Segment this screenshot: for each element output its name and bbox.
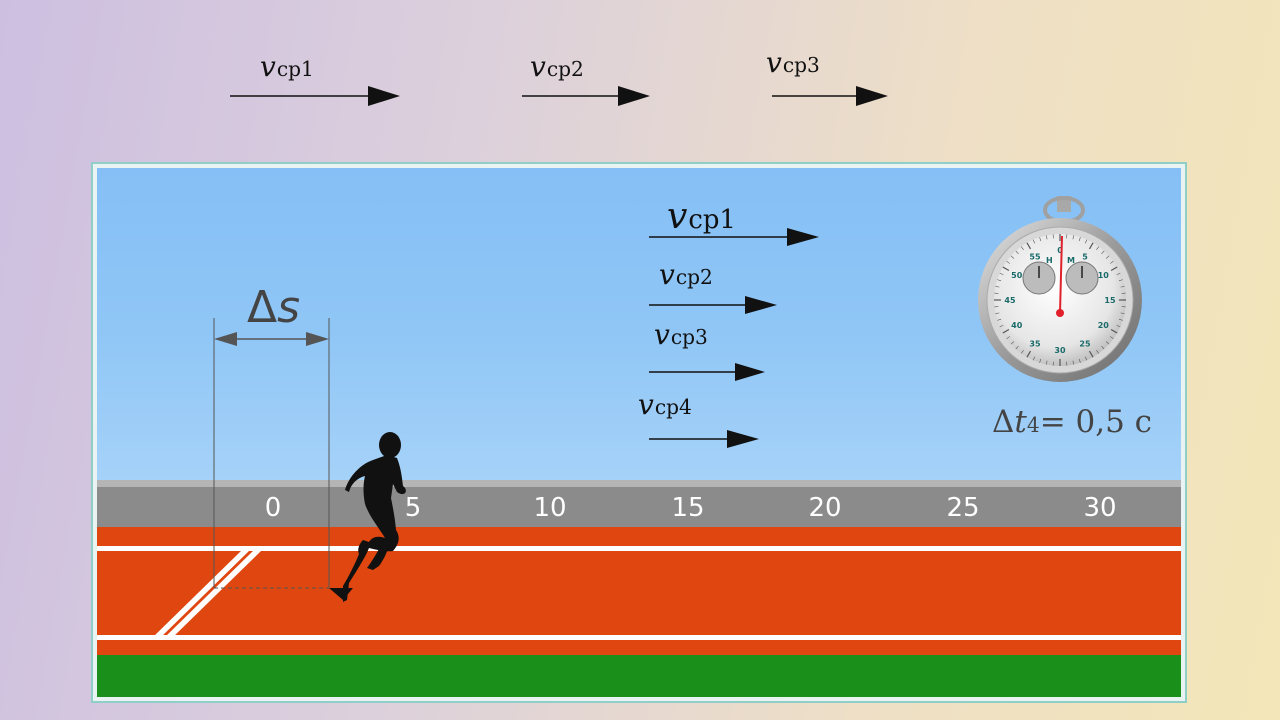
dial-tick xyxy=(1078,237,1081,242)
dial-tick xyxy=(1045,235,1048,240)
scene-velocity-arrow-2 xyxy=(649,296,777,314)
dial-tick xyxy=(1120,285,1125,288)
dial-number: 40 xyxy=(1011,321,1023,330)
dial-tick xyxy=(1084,356,1088,361)
dial-number: 15 xyxy=(1104,296,1116,305)
dial-tick xyxy=(1109,336,1114,340)
race-scene: 0 5 10 15 20 25 30 35 40 45 50 55 Н М 0 5 10 15 20 … xyxy=(91,162,1187,703)
dial-number: 50 xyxy=(1011,271,1023,280)
dial-number: 10 xyxy=(1098,271,1110,280)
dial-tick xyxy=(1105,341,1110,345)
dial-number: 0 xyxy=(1057,246,1063,255)
dial-tick xyxy=(1072,235,1075,240)
lane-line-top xyxy=(97,546,1181,551)
dial-tick xyxy=(1020,349,1024,354)
dial-tick xyxy=(1110,328,1118,334)
dial-number: 55 xyxy=(1029,253,1041,262)
dial-tick xyxy=(1010,341,1015,345)
stopwatch: 0 5 10 15 20 25 30 35 40 45 50 55 Н М xyxy=(978,196,1142,382)
displacement-label: Δs xyxy=(247,282,301,333)
dial-tick xyxy=(1096,246,1100,251)
subdial-label-h: Н xyxy=(1046,256,1053,265)
dial-tick xyxy=(1116,272,1121,276)
scene-velocity-arrow-3 xyxy=(649,363,765,381)
top-velocity-label-1: vср1 xyxy=(260,50,314,83)
dial-tick xyxy=(1105,255,1110,259)
scene-velocity-arrow-4 xyxy=(649,430,759,448)
top-velocity-arrow-2 xyxy=(522,86,650,106)
dial-tick xyxy=(1116,324,1121,328)
dial-tick xyxy=(995,285,1000,288)
dial-tick xyxy=(1118,318,1123,321)
dial-tick xyxy=(1045,360,1048,365)
dial-number: 30 xyxy=(1054,346,1066,355)
ruler-tick: 0 xyxy=(264,493,282,523)
dial-tick xyxy=(999,272,1004,276)
dial-tick xyxy=(1039,237,1042,242)
grass xyxy=(97,655,1181,697)
dial-tick xyxy=(1088,350,1094,358)
dial-tick xyxy=(1039,358,1042,363)
lane-line-bottom xyxy=(97,635,1181,640)
dial-tick xyxy=(1032,239,1036,244)
dial-tick xyxy=(1015,250,1019,255)
ruler-tick: 15 xyxy=(671,493,705,523)
top-velocity-arrow-3 xyxy=(772,86,888,106)
scene-velocity-label-4: vср4 xyxy=(638,388,692,421)
dial-tick xyxy=(1026,350,1032,358)
dial-tick xyxy=(1084,239,1088,244)
dial-number: 25 xyxy=(1079,339,1091,348)
dial-tick xyxy=(997,318,1002,321)
dial-number: 35 xyxy=(1029,339,1041,348)
dial-tick xyxy=(1026,242,1032,250)
dial-tick xyxy=(1006,260,1011,264)
dial-tick xyxy=(1072,360,1075,365)
dial-tick xyxy=(1010,255,1015,259)
ruler-tick: 30 xyxy=(1083,493,1117,523)
dial-tick xyxy=(1078,358,1081,363)
distance-ruler-band xyxy=(97,480,1181,488)
dial-tick xyxy=(999,324,1004,328)
dial-tick xyxy=(1015,345,1019,350)
dial-tick xyxy=(995,312,1000,315)
dial-tick xyxy=(1118,279,1123,282)
dial-tick xyxy=(1020,246,1024,251)
ruler-tick: 10 xyxy=(533,493,567,523)
ruler-tick: 5 xyxy=(404,493,422,523)
dial-tick xyxy=(1101,345,1105,350)
dial-tick xyxy=(1002,266,1010,272)
dial-tick xyxy=(1096,349,1100,354)
dial-number: 5 xyxy=(1082,253,1088,262)
ruler-tick: 25 xyxy=(946,493,980,523)
runner-silhouette xyxy=(329,432,406,602)
dial-tick xyxy=(1002,328,1010,334)
top-velocity-label-3: vср3 xyxy=(766,46,820,79)
dial-tick xyxy=(1088,242,1094,250)
top-velocity-arrow-1 xyxy=(230,86,400,106)
scene-velocity-label-2: vср2 xyxy=(659,258,713,291)
stopwatch-hand xyxy=(1059,235,1063,314)
scene-velocity-label-1: vср1 xyxy=(667,196,736,237)
dial-tick xyxy=(1110,266,1118,272)
scene-velocity-arrow-1 xyxy=(649,228,819,246)
dial-number: 20 xyxy=(1098,321,1110,330)
dial-tick xyxy=(1109,260,1114,264)
time-interval-label: Δt4= 0,5 с xyxy=(992,404,1153,440)
dial-tick xyxy=(1032,356,1036,361)
dial-tick xyxy=(1120,312,1125,315)
dial-number: 45 xyxy=(1004,296,1016,305)
ruler-tick: 20 xyxy=(808,493,842,523)
dial-tick xyxy=(1101,250,1105,255)
start-line xyxy=(151,551,249,639)
scene-velocity-label-3: vср3 xyxy=(654,318,708,351)
dial-tick xyxy=(1006,336,1011,340)
dial-tick xyxy=(997,279,1002,282)
subdial-label-m: М xyxy=(1067,256,1075,265)
top-velocity-label-2: vср2 xyxy=(530,50,584,83)
